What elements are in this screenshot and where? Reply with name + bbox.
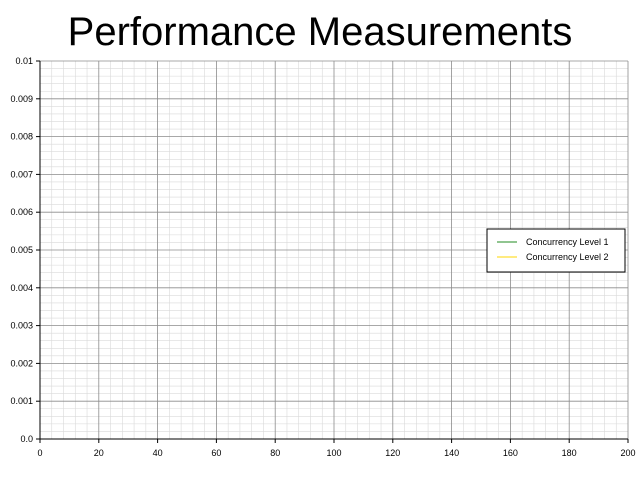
y-tick-label: 0.002 bbox=[10, 358, 33, 368]
y-tick-label: 0.0 bbox=[20, 434, 33, 444]
y-tick-label: 0.007 bbox=[10, 169, 33, 179]
x-tick-label: 200 bbox=[620, 448, 635, 458]
x-tick-label: 40 bbox=[153, 448, 163, 458]
legend: Concurrency Level 1 Concurrency Level 2 bbox=[486, 228, 626, 273]
legend-box bbox=[486, 228, 626, 273]
y-tick-label: 0.003 bbox=[10, 321, 33, 331]
legend-label: Concurrency Level 2 bbox=[526, 252, 609, 262]
x-tick-label: 100 bbox=[326, 448, 341, 458]
legend-label: Concurrency Level 1 bbox=[526, 237, 609, 247]
y-axis-ticks: 0.0 0.001 0.002 0.003 0.004 0.005 0.006 0.007 0.… bbox=[10, 56, 40, 444]
y-tick-label: 0.004 bbox=[10, 283, 33, 293]
chart-title: Performance Measurements bbox=[67, 10, 573, 54]
y-tick-label: 0.005 bbox=[10, 245, 33, 255]
x-tick-label: 60 bbox=[211, 448, 221, 458]
y-tick-label: 0.001 bbox=[10, 396, 33, 406]
y-tick-label: 0.008 bbox=[10, 132, 33, 142]
x-tick-label: 20 bbox=[94, 448, 104, 458]
x-tick-label: 160 bbox=[503, 448, 518, 458]
x-axis-ticks: 0 20 40 60 80 100 120 140 160 180 200 bbox=[37, 439, 636, 458]
x-tick-label: 120 bbox=[385, 448, 400, 458]
x-tick-label: 0 bbox=[37, 448, 42, 458]
x-tick-label: 140 bbox=[444, 448, 459, 458]
x-tick-label: 80 bbox=[270, 448, 280, 458]
y-tick-label: 0.01 bbox=[15, 56, 33, 66]
x-tick-label: 180 bbox=[562, 448, 577, 458]
y-tick-label: 0.009 bbox=[10, 94, 33, 104]
y-tick-label: 0.006 bbox=[10, 207, 33, 217]
